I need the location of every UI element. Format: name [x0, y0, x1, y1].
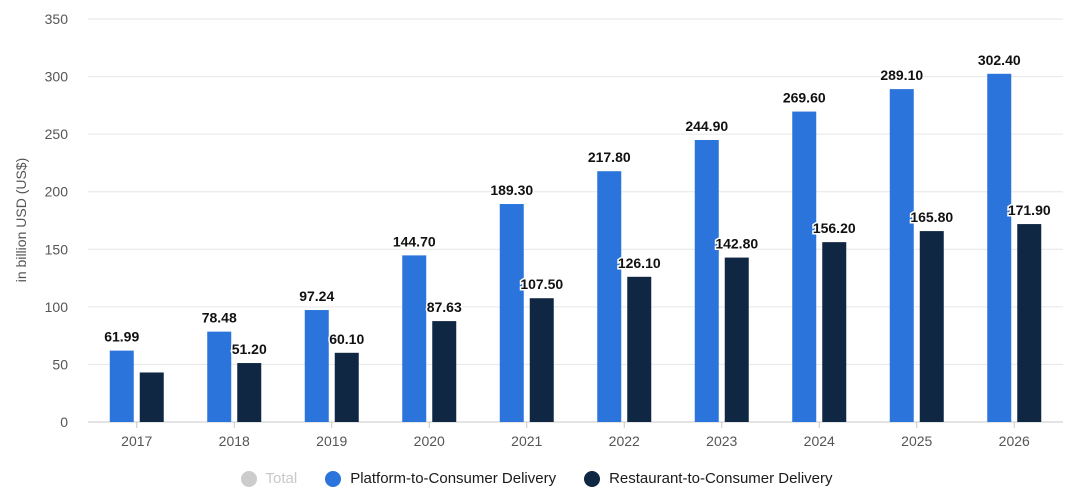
x-tick-label: 2018	[219, 433, 250, 449]
bar-restaurant-2023[interactable]	[724, 257, 749, 422]
bar-restaurant-2021[interactable]	[529, 298, 554, 422]
data-label: 289.10	[880, 67, 923, 83]
y-tick-label: 350	[45, 11, 69, 27]
data-label: 244.90	[685, 118, 728, 134]
data-label: 144.70	[393, 233, 436, 249]
y-tick-label: 200	[45, 184, 69, 200]
data-label: 142.80	[715, 236, 758, 252]
data-label: 60.10	[329, 331, 364, 347]
data-label: 61.99	[104, 329, 139, 345]
data-label: 107.50	[520, 276, 563, 292]
x-tick-label: 2021	[511, 433, 542, 449]
bar-platform-2018[interactable]	[207, 331, 232, 422]
bar-restaurant-2017[interactable]	[139, 372, 164, 422]
bar-platform-2019[interactable]	[304, 310, 329, 422]
y-tick-label: 150	[45, 241, 69, 257]
y-tick-label: 250	[45, 126, 69, 142]
bar-platform-2024[interactable]	[792, 111, 817, 422]
data-label: 269.60	[783, 90, 826, 106]
bar-chart: 0 50 100 150 200 250 300 350 2017 2018 2019 2020 202…	[13, 11, 1063, 449]
y-tick-label: 100	[45, 299, 69, 315]
data-label: 217.80	[588, 149, 631, 165]
bars	[109, 73, 1042, 423]
bar-platform-2021[interactable]	[499, 204, 524, 422]
x-tick-label: 2017	[121, 433, 152, 449]
x-tick-label: 2025	[901, 433, 932, 449]
data-label: 189.30	[490, 182, 533, 198]
data-label: 97.24	[299, 288, 334, 304]
y-tick-label: 50	[52, 356, 68, 372]
x-tick-label: 2026	[999, 433, 1030, 449]
y-tick-label: 0	[60, 414, 68, 430]
bar-restaurant-2020[interactable]	[432, 321, 457, 422]
data-label: 165.80	[910, 209, 953, 225]
bar-platform-2026[interactable]	[987, 73, 1012, 423]
bar-platform-2025[interactable]	[889, 89, 914, 422]
x-tick-label: 2023	[706, 433, 737, 449]
data-label: 156.20	[813, 220, 856, 236]
x-tick-label: 2022	[609, 433, 640, 449]
bar-restaurant-2025[interactable]	[919, 231, 944, 422]
bar-restaurant-2022[interactable]	[627, 276, 652, 422]
y-axis-label: in billion USD (US$)	[13, 158, 29, 282]
x-tick-label: 2019	[316, 433, 347, 449]
bar-platform-2020[interactable]	[402, 255, 427, 422]
legend-dot-restaurant	[584, 470, 601, 487]
legend-dot-platform	[325, 470, 342, 487]
y-tick-label: 300	[45, 69, 69, 85]
bar-restaurant-2019[interactable]	[334, 352, 359, 422]
legend: Total Platform-to-Consumer Delivery Rest…	[0, 470, 1073, 487]
data-label: 78.48	[202, 310, 237, 326]
bar-restaurant-2026[interactable]	[1017, 224, 1042, 422]
x-tick-label: 2020	[414, 433, 445, 449]
legend-item-platform[interactable]: Platform-to-Consumer Delivery	[325, 470, 556, 487]
legend-item-restaurant[interactable]: Restaurant-to-Consumer Delivery	[584, 470, 833, 487]
axes: 0 50 100 150 200 250 300 350 2017 2018 2019 2020 202…	[45, 11, 1030, 449]
bar-platform-2022[interactable]	[597, 171, 622, 422]
legend-label-restaurant: Restaurant-to-Consumer Delivery	[609, 470, 833, 487]
data-labels: 61.99 78.48 51.20 97.24 60.10 144.70 87.63 189.…	[103, 50, 1053, 358]
bar-platform-2023[interactable]	[694, 140, 719, 422]
bar-restaurant-2024[interactable]	[822, 242, 847, 422]
data-label: 171.90	[1008, 202, 1051, 218]
bar-restaurant-2018[interactable]	[237, 363, 262, 422]
data-label: 302.40	[978, 52, 1021, 68]
x-tick-label: 2024	[804, 433, 835, 449]
data-label: 51.20	[232, 341, 267, 357]
legend-label-total: Total	[265, 470, 298, 487]
data-label: 126.10	[618, 255, 661, 271]
data-label: 87.63	[427, 299, 462, 315]
legend-item-total[interactable]: Total	[240, 470, 298, 487]
legend-label-platform: Platform-to-Consumer Delivery	[350, 470, 557, 487]
bar-platform-2017[interactable]	[109, 350, 134, 422]
legend-dot-total	[240, 470, 257, 487]
